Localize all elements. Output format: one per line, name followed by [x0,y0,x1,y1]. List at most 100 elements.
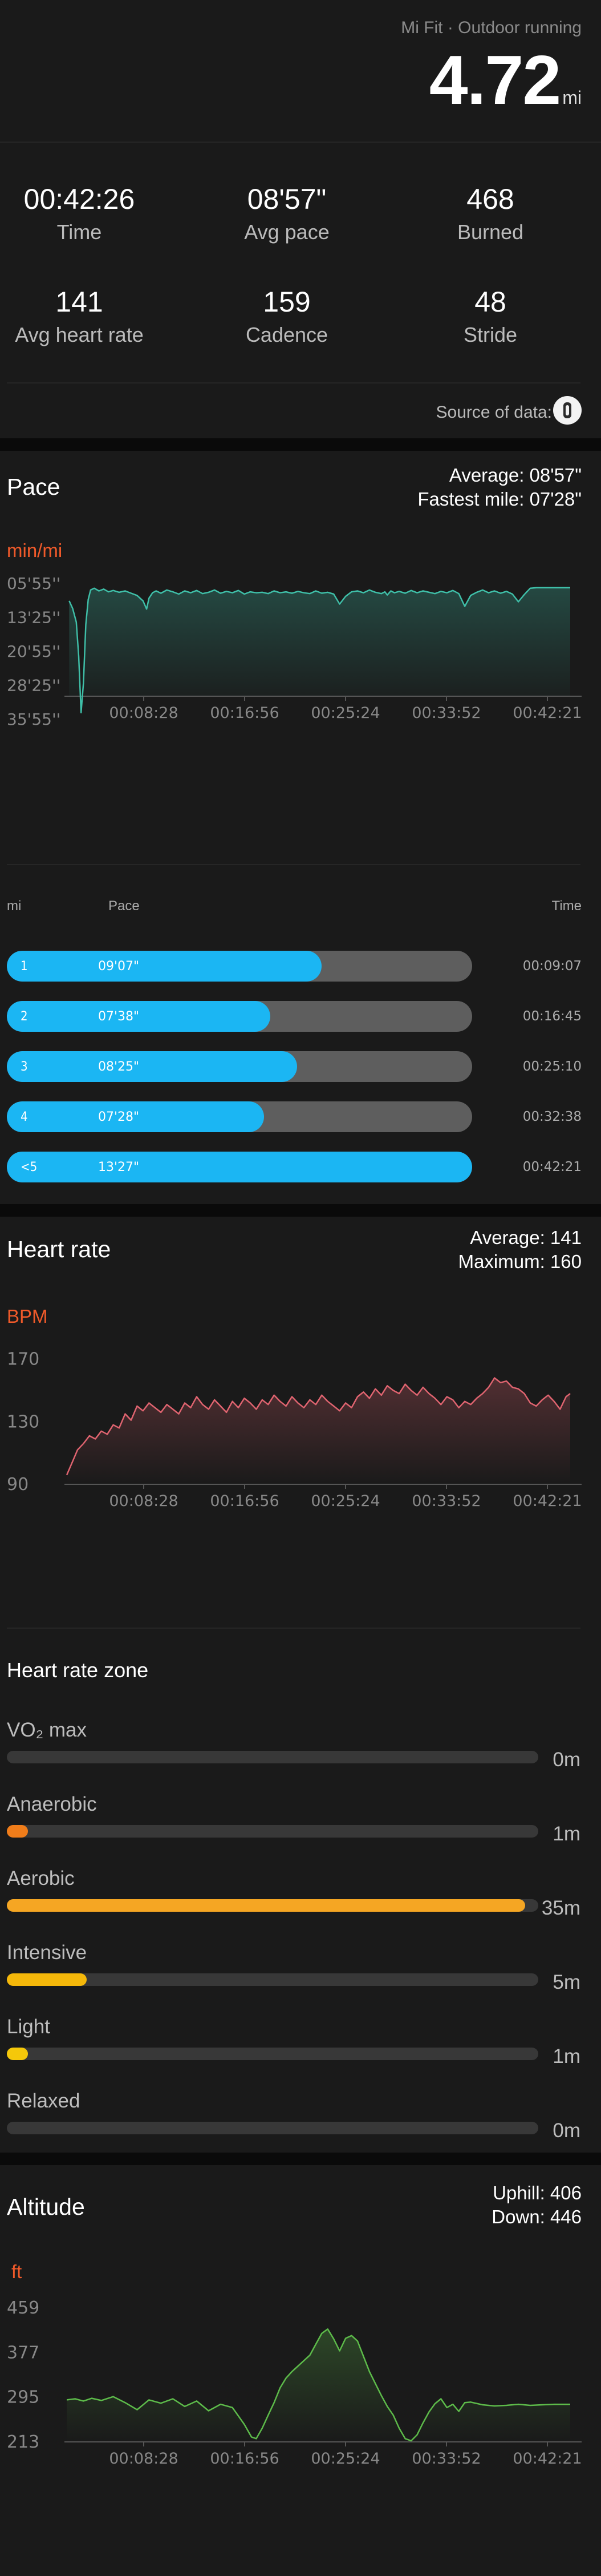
divider [7,1628,580,1629]
alt-uphill: Uphill: 406 [493,2182,582,2203]
y-tick-label: 90 [7,1475,29,1495]
x-tick-label: 00:42:21 [513,704,582,722]
split-row: 1 09'07" [7,951,472,982]
zone-label: Aerobic [7,1867,75,1889]
x-tick-label: 00:42:21 [513,1492,582,1510]
zone-track [7,1751,538,1763]
zone-value: 0m [553,1749,580,1771]
stat-time: 00:42:26 Time [0,183,159,244]
y-tick-label: 13'25'' [7,608,60,627]
split-pace: 08'25" [98,1060,140,1074]
x-tick-label: 00:42:21 [513,2450,582,2468]
y-tick-label: 213 [7,2432,39,2452]
splits-header-time: Time [551,898,582,914]
alt-down: Down: 446 [492,2206,582,2227]
zone-label: VO₂ max [7,1719,87,1741]
zone-value: 5m [553,1971,580,1993]
y-tick-label: 130 [7,1412,39,1432]
stat-label: Stride [463,323,518,346]
stat-avg-heart-rate: 141 Avg heart rate [0,285,159,347]
series-line [66,1377,571,1476]
section-title: Altitude [7,2194,85,2220]
zone-label: Anaerobic [7,1793,97,1815]
divider [0,142,601,143]
stat-label: Avg pace [244,220,330,244]
distance-display: 4.72 mi [429,40,582,120]
chart-unit: BPM [7,1306,48,1327]
series-line [68,587,570,714]
stat-value: 00:42:26 [23,183,135,215]
pace-average: Average: 08'57" [449,465,582,486]
series-line [66,2328,570,2442]
zone-label: Intensive [7,1941,87,1964]
stat-label: Time [56,220,102,244]
zone-value: 35m [541,1897,580,1919]
zone-track [7,1973,538,1986]
y-tick-label: 170 [7,1350,39,1370]
stat-burned: 468 Burned [411,183,570,244]
pace-fastest: Fastest mile: 07'28" [417,488,582,510]
chart-unit: ft [11,2261,22,2282]
watch-icon[interactable] [553,396,582,425]
splits-header-pace: Pace [108,898,140,914]
x-tick-label: 00:25:24 [311,2450,380,2468]
split-bar [7,1051,298,1082]
zone-track [7,1825,538,1838]
split-mile: 2 [21,1010,28,1024]
distance-value: 4.72 [429,41,561,119]
y-tick-label: 05'55'' [7,576,60,593]
zone-value: 1m [553,2045,580,2068]
zone-title: Heart rate zone [7,1658,149,1682]
split-mile: 3 [21,1060,28,1074]
altitude-chart: 459 377 295 213 00:08:28 00:16:56 00:25:24 00:3… [7,2298,582,2468]
x-tick-label: 00:33:52 [412,1492,481,1510]
section-separator [0,438,601,451]
split-pace: 13'27" [98,1160,140,1174]
split-bar [7,951,322,982]
divider [7,864,580,865]
zone-track [7,2122,538,2134]
split-row: 3 08'25" [7,1051,472,1082]
zone-label: Light [7,2016,50,2038]
stat-label: Avg heart rate [15,323,144,346]
zone-label: Relaxed [7,2090,80,2112]
series-area [69,587,571,713]
hr-maximum: Maximum: 160 [458,1251,582,1272]
x-tick-label: 00:33:52 [412,2450,481,2468]
section-separator [0,2153,601,2165]
split-pace: 09'07" [98,959,140,974]
altitude-section: Altitude Uphill: 406 Down: 446 ft 459 377… [0,2165,601,2576]
split-pace: 07'28" [98,1110,140,1124]
chart-unit: min/mi [7,540,63,561]
split-bar [7,1101,265,1132]
zone-track [7,1899,538,1912]
split-pace: 07'38" [98,1010,140,1024]
split-bar [7,1001,270,1032]
hr-chart: 170 130 90 00:08:28 00:16:56 00:25:24 00:33:52… [7,1350,582,1510]
splits-header-mi: mi [7,898,22,914]
split-time: 00:09:07 [522,959,582,974]
split-row: 4 07'28" [7,1101,472,1132]
y-tick-label: 295 [7,2388,39,2408]
y-tick-label: 28'25'' [7,676,60,695]
zone-track [7,2048,538,2060]
zone-fill [7,2048,29,2060]
section-title: Pace [7,474,60,500]
x-tick-label: 00:08:28 [109,1492,178,1510]
stat-avg-pace: 08'57" Avg pace [204,183,369,244]
x-tick-label: 00:16:56 [210,2450,279,2468]
split-time: 00:42:21 [522,1160,582,1174]
zone-value: 1m [553,1823,580,1845]
x-tick-label: 00:08:28 [109,2450,178,2468]
source-label: Source of data: [436,403,552,422]
split-mile: 4 [21,1110,28,1124]
split-bar [7,1152,472,1182]
summary-section: Mi Fit · Outdoor running 4.72 mi 00:42:26… [0,0,601,438]
split-row: 2 07'38" [7,1001,472,1032]
x-tick-label: 00:16:56 [210,704,279,722]
y-tick-label: 377 [7,2343,39,2363]
stat-label: Burned [457,220,524,244]
section-title: Heart rate [7,1236,111,1262]
section-separator [0,1204,601,1217]
split-time: 00:32:38 [522,1109,582,1124]
